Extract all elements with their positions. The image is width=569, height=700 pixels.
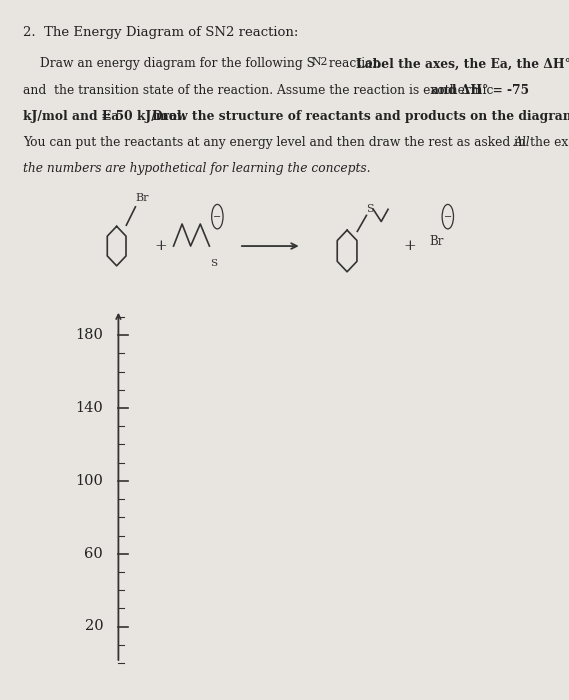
Text: Draw an energy diagram for the following S: Draw an energy diagram for the following… <box>40 57 315 71</box>
Text: N2: N2 <box>312 57 328 67</box>
Text: Label the axes, the Ea, the ΔH°: Label the axes, the Ea, the ΔH° <box>356 57 569 71</box>
Text: Br: Br <box>135 193 149 203</box>
Text: +: + <box>154 239 167 253</box>
Text: the numbers are hypothetical for learning the concepts.: the numbers are hypothetical for learnin… <box>23 162 370 176</box>
Text: 180: 180 <box>75 328 103 342</box>
Text: and  the transition state of the reaction. Assume the reaction is exothermic: and the transition state of the reaction… <box>23 84 497 97</box>
Text: 100: 100 <box>75 474 103 488</box>
Text: 2.  The Energy Diagram of SN2 reaction:: 2. The Energy Diagram of SN2 reaction: <box>23 26 298 39</box>
Text: reaction.: reaction. <box>325 57 389 71</box>
Text: S: S <box>366 204 374 214</box>
Text: All: All <box>514 136 531 149</box>
Text: S: S <box>211 259 218 267</box>
Text: −: − <box>213 211 221 222</box>
Text: and ΔH° = -75: and ΔH° = -75 <box>431 84 529 97</box>
Text: Br: Br <box>430 234 444 248</box>
Text: You can put the reactants at any energy level and then draw the rest as asked in: You can put the reactants at any energy … <box>23 136 569 149</box>
Text: −: − <box>444 211 452 222</box>
Text: kJ/mol and Ea: kJ/mol and Ea <box>23 110 119 123</box>
Text: +: + <box>403 239 416 253</box>
Text: 60: 60 <box>84 547 103 561</box>
Text: 140: 140 <box>76 401 103 415</box>
Text: 20: 20 <box>85 620 103 634</box>
Text: = 50 kJ/mol.: = 50 kJ/mol. <box>97 110 191 123</box>
Text: .: . <box>536 110 540 123</box>
Text: Draw the structure of reactants and products on the diagram: Draw the structure of reactants and prod… <box>152 110 569 123</box>
